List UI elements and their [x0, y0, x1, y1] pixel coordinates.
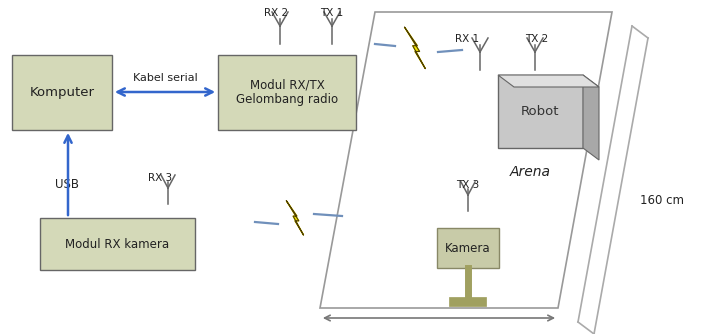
Polygon shape — [286, 201, 304, 235]
Text: TX 3: TX 3 — [456, 180, 479, 190]
Text: Robot: Robot — [521, 105, 559, 118]
Text: TX 2: TX 2 — [525, 34, 548, 44]
Text: USB: USB — [55, 178, 79, 191]
Text: RX 2: RX 2 — [264, 8, 288, 18]
Text: TX 1: TX 1 — [320, 8, 343, 18]
Text: RX 3: RX 3 — [148, 173, 172, 183]
Text: Kamera: Kamera — [445, 241, 491, 255]
Text: Arena: Arena — [510, 165, 551, 179]
Bar — [40, 218, 195, 270]
Polygon shape — [405, 27, 425, 69]
Text: 160 cm: 160 cm — [640, 193, 684, 206]
Polygon shape — [583, 75, 599, 160]
Text: Kabel serial: Kabel serial — [133, 73, 197, 83]
Bar — [437, 228, 499, 268]
Bar — [12, 55, 112, 130]
Text: RX 1: RX 1 — [455, 34, 479, 44]
Text: Modul RX/TX
Gelombang radio: Modul RX/TX Gelombang radio — [236, 78, 338, 107]
Bar — [498, 75, 583, 148]
Text: Komputer: Komputer — [30, 86, 94, 99]
Text: Modul RX kamera: Modul RX kamera — [65, 237, 170, 250]
Polygon shape — [498, 75, 599, 87]
Bar — [218, 55, 356, 130]
